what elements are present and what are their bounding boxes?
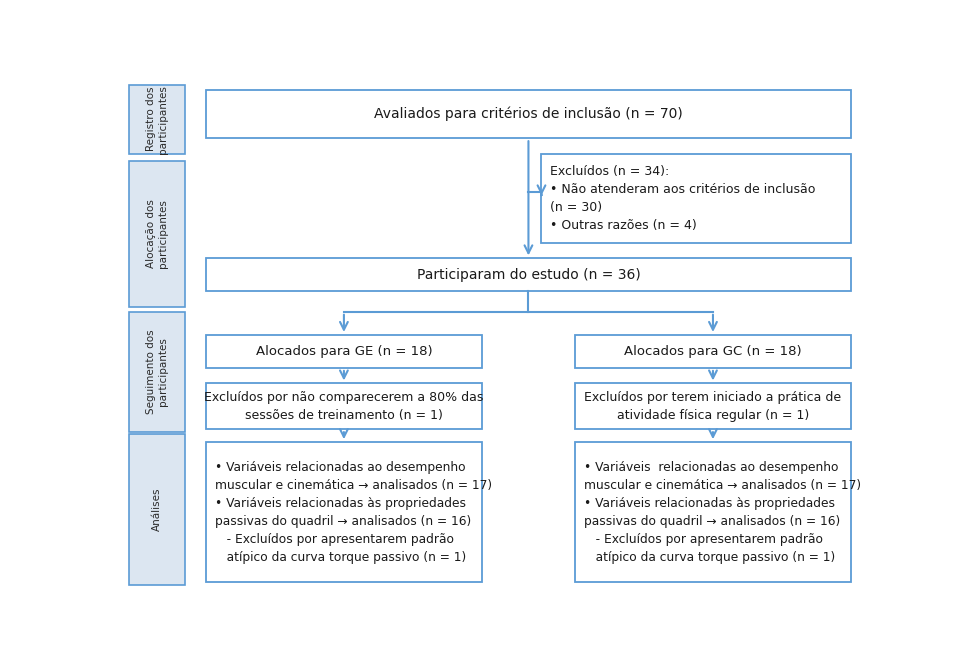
Text: Alocados para GC (n = 18): Alocados para GC (n = 18) (624, 345, 801, 358)
Text: Alocados para GE (n = 18): Alocados para GE (n = 18) (256, 345, 431, 358)
Text: Alocação dos
participantes: Alocação dos participantes (146, 200, 168, 269)
FancyBboxPatch shape (206, 90, 850, 139)
Text: • Variáveis  relacionadas ao desempenho
muscular e cinemática → analisados (n = : • Variáveis relacionadas ao desempenho m… (583, 461, 860, 564)
FancyBboxPatch shape (575, 383, 850, 429)
FancyBboxPatch shape (575, 335, 850, 368)
FancyBboxPatch shape (129, 312, 185, 432)
Text: Registro dos
participantes: Registro dos participantes (146, 85, 168, 154)
FancyBboxPatch shape (206, 335, 481, 368)
FancyBboxPatch shape (206, 442, 481, 582)
FancyBboxPatch shape (575, 442, 850, 582)
FancyBboxPatch shape (129, 434, 185, 585)
Text: Análises: Análises (152, 488, 162, 532)
FancyBboxPatch shape (129, 85, 185, 154)
FancyBboxPatch shape (206, 258, 850, 292)
Text: Avaliados para critérios de inclusão (n = 70): Avaliados para critérios de inclusão (n … (374, 107, 682, 121)
Text: Excluídos por terem iniciado a prática de
atividade física regular (n = 1): Excluídos por terem iniciado a prática d… (583, 391, 841, 422)
Text: Seguimento dos
participantes: Seguimento dos participantes (146, 330, 168, 414)
Text: Excluídos por não comparecerem a 80% das
sessões de treinamento (n = 1): Excluídos por não comparecerem a 80% das… (204, 391, 483, 422)
Text: Excluídos (n = 34):
• Não atenderam aos critérios de inclusão
(n = 30)
• Outras : Excluídos (n = 34): • Não atenderam aos … (550, 164, 815, 232)
FancyBboxPatch shape (206, 383, 481, 429)
FancyBboxPatch shape (541, 154, 850, 243)
FancyBboxPatch shape (129, 161, 185, 307)
Text: • Variáveis relacionadas ao desempenho
muscular e cinemática → analisados (n = 1: • Variáveis relacionadas ao desempenho m… (214, 461, 491, 564)
Text: Participaram do estudo (n = 36): Participaram do estudo (n = 36) (416, 268, 640, 282)
